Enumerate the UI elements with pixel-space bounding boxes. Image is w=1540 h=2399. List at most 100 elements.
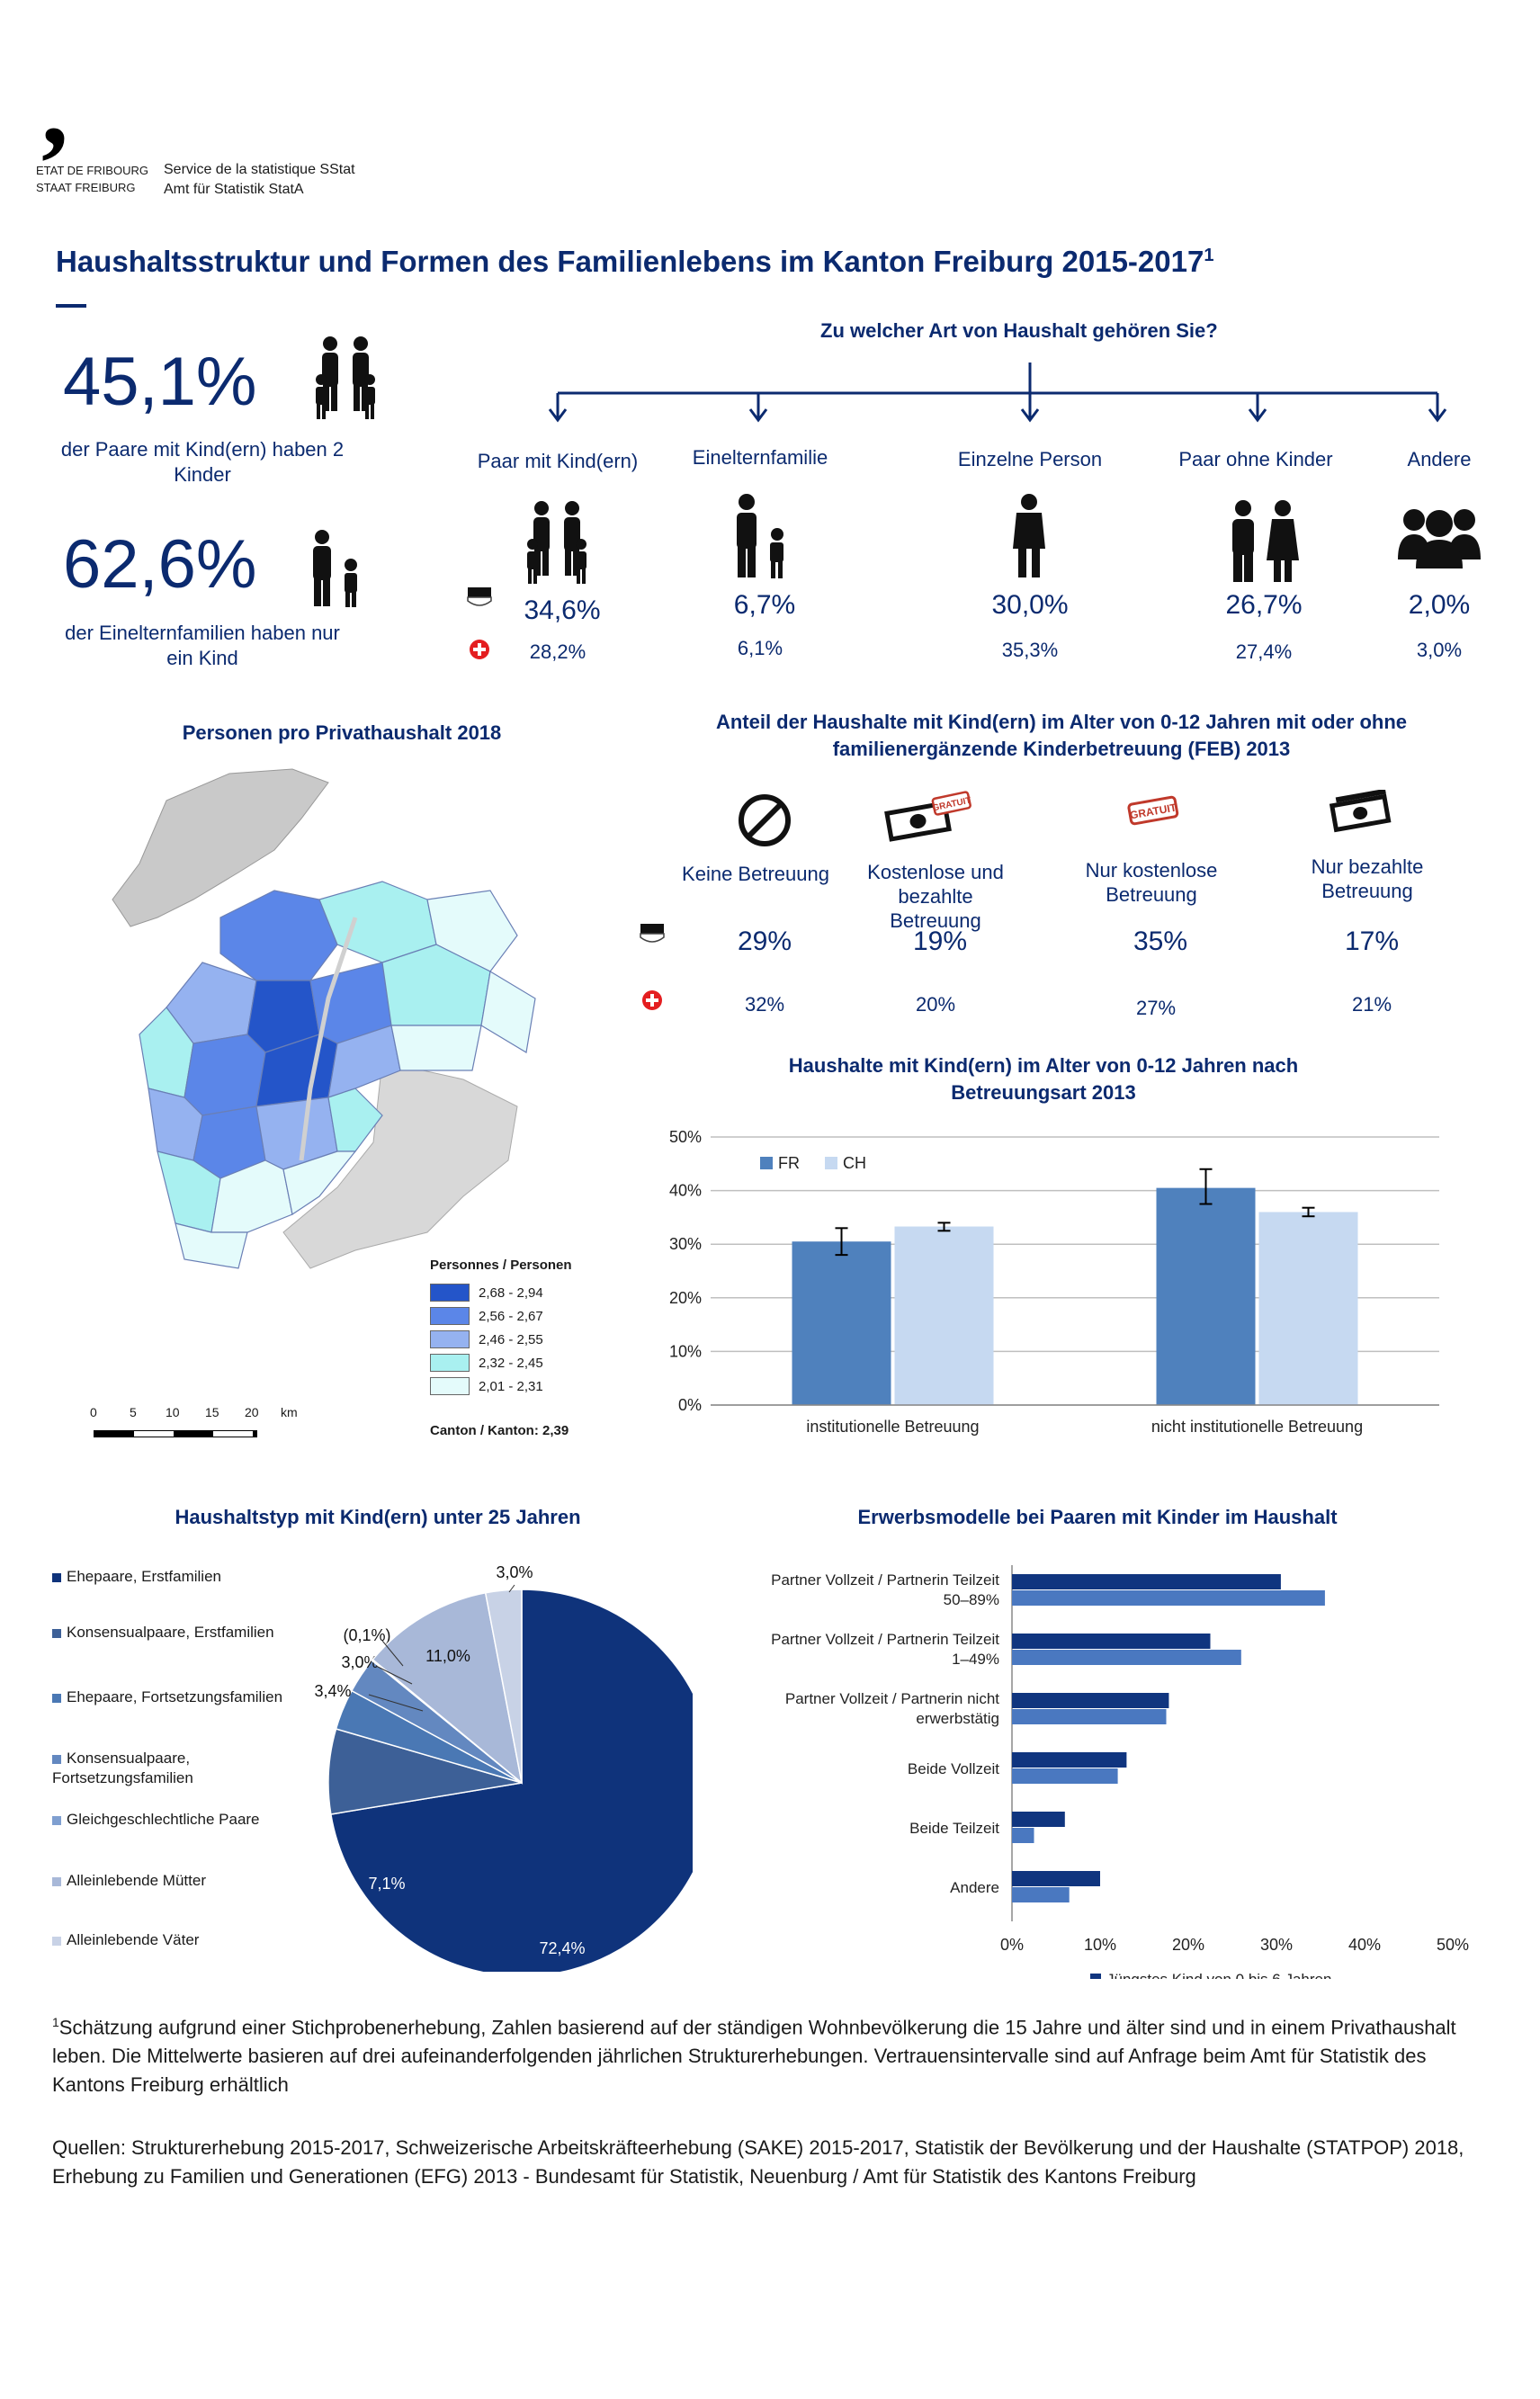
y-tick-label: Partner Vollzeit / Partnerin nicht	[785, 1690, 999, 1707]
hbar	[1012, 1634, 1211, 1649]
y-tick-label: erwerbstätig	[916, 1710, 999, 1727]
care-chart-title: Haushalte mit Kind(ern) im Alter von 0-1…	[788, 1054, 1299, 1104]
x-tick-label: nicht institutionelle Betreuung	[1151, 1418, 1363, 1436]
legend-label: Ehepaare, Erstfamilien	[67, 1568, 221, 1585]
map-canton-note: Canton / Kanton: 2,39	[430, 1423, 569, 1438]
household-fr-couple-kids: 34,6%	[524, 595, 601, 625]
pie-chart-title: Haushaltstyp mit Kind(ern) unter 25 Jahr…	[175, 1506, 581, 1528]
map-legend-title: Personnes / Personen	[430, 1258, 572, 1273]
legend-label: FR	[778, 1154, 800, 1172]
map-title: Personen pro Privathaushalt 2018	[182, 721, 502, 744]
map-scale-bar	[94, 1430, 257, 1437]
legend-label: CH	[843, 1154, 866, 1172]
leader-line	[368, 1694, 424, 1712]
legend-swatch	[430, 1354, 470, 1372]
legend-swatch	[52, 1936, 61, 1946]
employment-chart-title: Erwerbsmodelle bei Paaren mit Kinder im …	[857, 1506, 1338, 1528]
map-legend-item: 2,68 - 2,94	[430, 1281, 543, 1304]
household-ch-couple-kids: 28,2%	[529, 640, 586, 663]
title-underline	[56, 304, 86, 308]
pie-label: 11,0%	[425, 1647, 470, 1665]
org-name: ETAT DE FRIBOURG STAAT FREIBURG	[36, 162, 148, 196]
household-fr-couple: 26,7%	[1225, 590, 1303, 620]
feb-ch-free: 27%	[1135, 997, 1177, 1019]
x-tick-label: 50%	[1437, 1936, 1469, 1954]
household-fr-other: 2,0%	[1408, 590, 1471, 620]
legend-swatch	[430, 1330, 470, 1348]
legend-label: Ehepaare, Fortsetzungsfamilien	[67, 1688, 283, 1705]
map-legend-item: 2,46 - 2,55	[430, 1328, 543, 1351]
leader-line	[375, 1665, 413, 1685]
legend-label: Gleichgeschlechtliche Paare	[67, 1811, 260, 1828]
map-legend-item: 2,56 - 2,67	[430, 1304, 543, 1328]
y-tick-label: 1–49%	[952, 1651, 999, 1668]
pie-label: 72,4%	[539, 1939, 585, 1957]
household-type-label-single: Einzelne Person	[957, 448, 1103, 470]
employment-bar-chart: Partner Vollzeit / Partnerin Teilzeit 50–…	[771, 1565, 1469, 1979]
swiss-flag-icon	[639, 989, 666, 1011]
x-tick-label: 40%	[1348, 1936, 1381, 1954]
y-tick-label: 30%	[669, 1235, 702, 1253]
pie-slice	[372, 1591, 524, 1785]
logo-comma: ,	[41, 48, 68, 167]
household-ch-other: 3,0%	[1416, 639, 1463, 661]
feb-label-none: Keine Betreuung	[682, 863, 829, 885]
map-legend: 2,68 - 2,94 2,56 - 2,67 2,46 - 2,55 2,32…	[430, 1281, 543, 1398]
pie-label: 3,0%	[496, 1563, 533, 1581]
legend-label: Konsensualpaare, Fortsetzungsfamilien	[52, 1750, 193, 1786]
legend-swatch	[52, 1628, 61, 1638]
household-ch-single-parent: 6,1%	[737, 637, 783, 659]
canton-map	[112, 768, 536, 1269]
y-tick-label: Andere	[950, 1879, 999, 1896]
y-tick-label: 0%	[678, 1396, 702, 1414]
legend-label: 2,32 - 2,45	[479, 1355, 543, 1371]
legend-swatch	[760, 1157, 773, 1169]
legend-label: 2,68 - 2,94	[479, 1285, 543, 1301]
x-tick-label: 30%	[1260, 1936, 1293, 1954]
family-icon	[316, 336, 375, 419]
service-name-de: Amt für Statistik StatA	[164, 182, 304, 197]
pie-legend-item: Konsensualpaare, Erstfamilien	[52, 1623, 322, 1643]
map-legend-item: 2,32 - 2,45	[430, 1351, 543, 1374]
hbar	[1012, 1709, 1167, 1724]
single-person-icon	[1013, 494, 1045, 577]
org-name-fr: ETAT DE FRIBOURG	[36, 164, 148, 177]
feb-fr-free: 35%	[1133, 926, 1188, 956]
pie-legend-item: Alleinlebende Mütter	[52, 1871, 322, 1891]
feb-ch-none: 32%	[744, 993, 785, 1016]
page-title: Haushaltsstruktur und Formen des Familie…	[56, 245, 1213, 279]
legend-swatch	[430, 1377, 470, 1395]
legend-swatch	[52, 1876, 61, 1886]
stat-text-pairs: der Paare mit Kind(ern) haben 2 Kinder	[60, 438, 345, 486]
money-gratuit-icon: GRATUIT	[884, 791, 971, 842]
legend-swatch	[1090, 1974, 1101, 1979]
stat-value-single-parents: 62,6%	[63, 526, 257, 603]
map-legend-item: 2,01 - 2,31	[430, 1374, 543, 1398]
y-tick-label: Beide Teilzeit	[909, 1820, 999, 1837]
legend-label: Alleinlebende Mütter	[67, 1872, 206, 1889]
bar-ch	[1258, 1212, 1358, 1405]
y-tick-label: 50–89%	[944, 1591, 999, 1608]
hbar	[1012, 1768, 1118, 1784]
y-tick-label: 40%	[669, 1182, 702, 1200]
household-type-label-other: Andere	[1407, 448, 1472, 470]
household-ch-couple: 27,4%	[1235, 640, 1293, 663]
fribourg-flag-icon	[639, 923, 666, 944]
x-tick-label: 0%	[1000, 1936, 1024, 1954]
hbar	[1012, 1812, 1065, 1827]
pie-legend-item: Ehepaare, Fortsetzungsfamilien	[52, 1687, 322, 1707]
scale-unit: km	[281, 1405, 298, 1419]
stat-value-pairs: 45,1%	[63, 344, 257, 420]
hbar	[1012, 1590, 1325, 1606]
y-tick-label: 50%	[669, 1128, 702, 1146]
y-tick-label: 20%	[669, 1289, 702, 1307]
pie-legend-item: Alleinlebende Väter	[52, 1930, 322, 1950]
household-type-label-couple: Paar ohne Kinder	[1178, 448, 1333, 470]
legend-swatch	[430, 1284, 470, 1302]
legend-label: Jüngstes Kind von 0 bis 6 Jahren	[1106, 1971, 1331, 1979]
leader-line	[508, 1584, 515, 1593]
feb-ch-mixed: 20%	[915, 993, 956, 1016]
x-tick-label: 20%	[1172, 1936, 1204, 1954]
scale-tick: 20	[245, 1405, 259, 1419]
legend-swatch	[52, 1815, 61, 1825]
